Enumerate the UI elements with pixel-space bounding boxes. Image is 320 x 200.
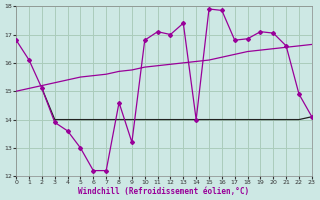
X-axis label: Windchill (Refroidissement éolien,°C): Windchill (Refroidissement éolien,°C) bbox=[78, 187, 250, 196]
